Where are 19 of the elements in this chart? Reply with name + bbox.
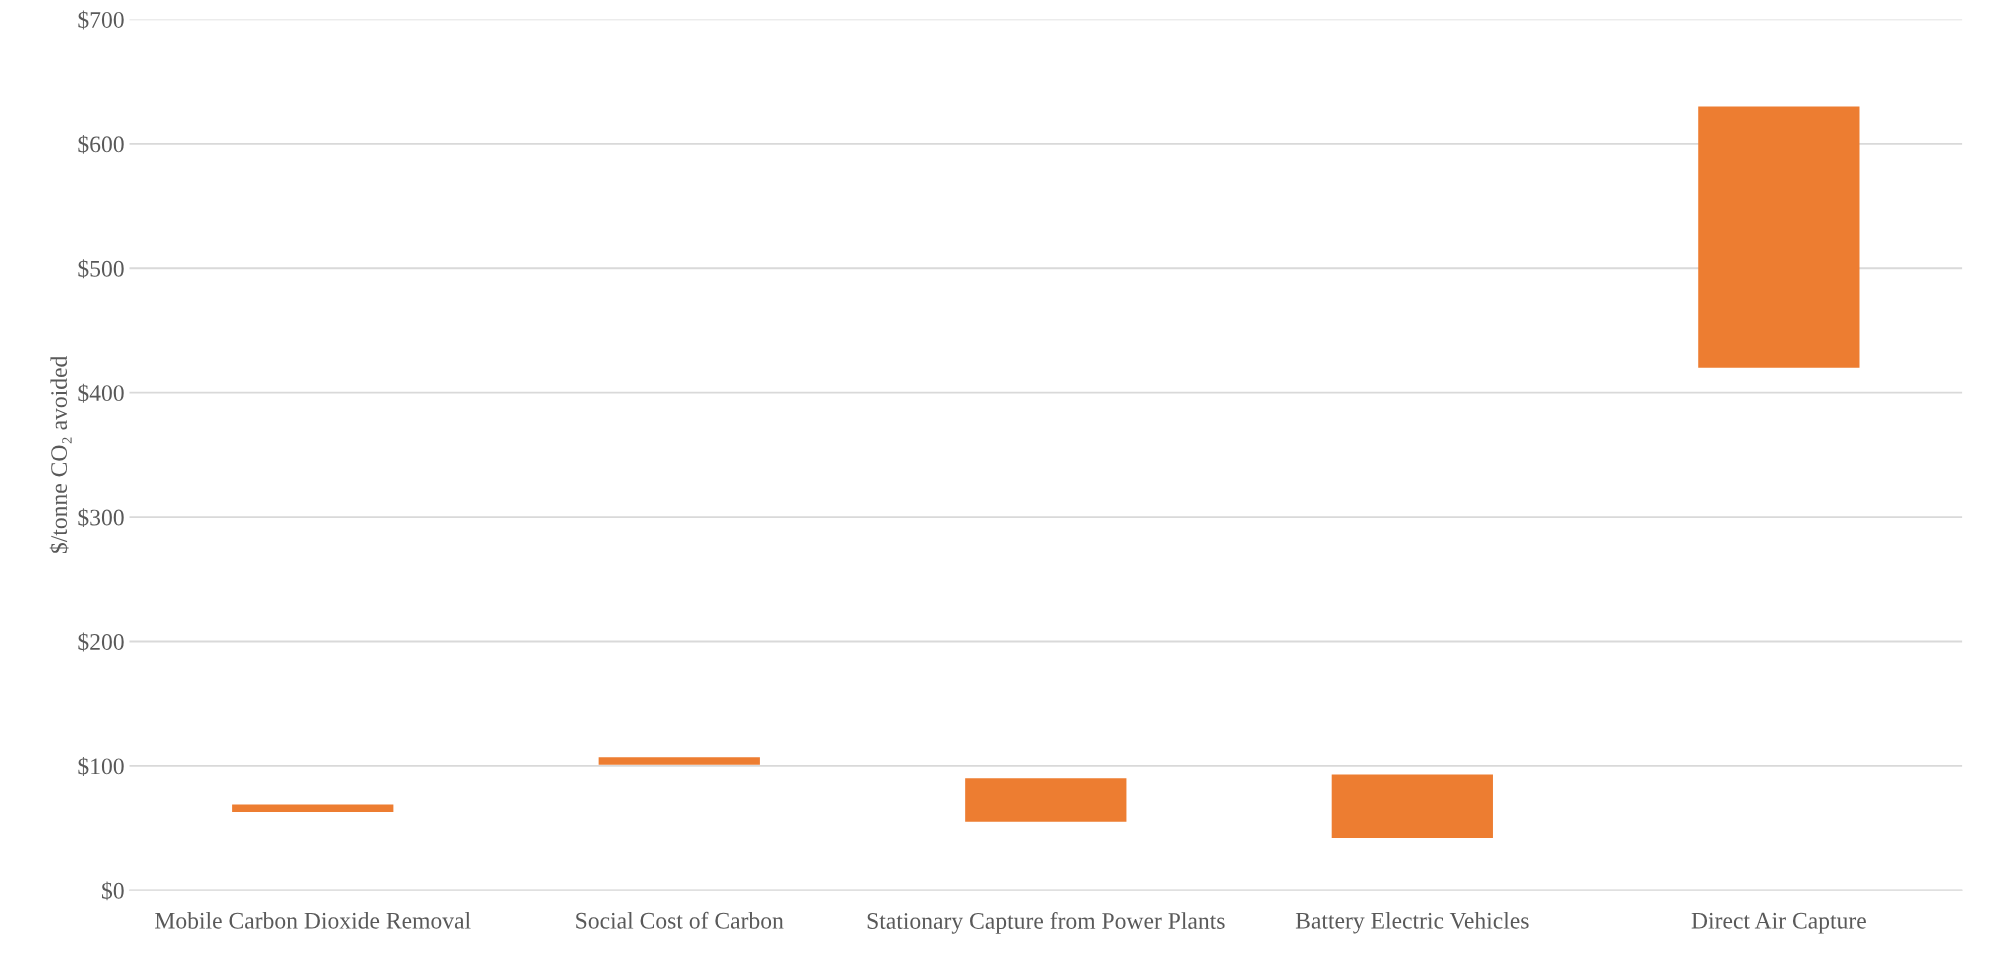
x-tick-label: Battery Electric Vehicles [1295, 912, 1529, 934]
x-tick-label: Stationary Capture from Power Plants [867, 912, 1225, 934]
y-tick-label: $300 [78, 508, 124, 528]
y-tick-label: $500 [78, 259, 124, 279]
y-tick-label: $200 [78, 632, 124, 652]
bar [1331, 774, 1493, 839]
bar [1698, 106, 1860, 368]
y-tick-label: $100 [78, 756, 124, 776]
y-tick-label: $400 [78, 383, 124, 403]
bar [965, 778, 1127, 822]
x-tick-label: Direct Air Capture [1691, 912, 1866, 934]
bar [598, 757, 760, 765]
y-tick-label: $0 [102, 881, 124, 901]
y-tick-label: $600 [78, 134, 124, 154]
bar [232, 804, 394, 812]
y-axis-title: $/tonne CO₂ avoided [49, 355, 72, 554]
x-tick-label: Mobile Carbon Dioxide Removal [155, 912, 471, 929]
x-tick-label: Social Cost of Carbon [576, 911, 784, 929]
y-tick-label: $700 [78, 10, 124, 30]
